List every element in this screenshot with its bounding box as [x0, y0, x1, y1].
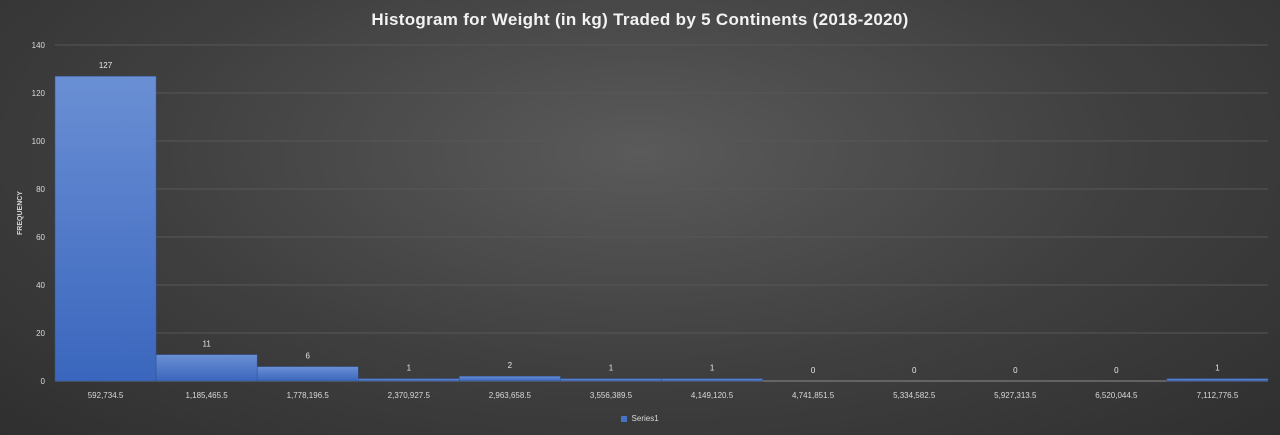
- histogram-bar: [661, 378, 763, 382]
- histogram-bar: [256, 366, 359, 382]
- x-tick-label: 1,778,196.5: [287, 391, 330, 400]
- y-tick-label: 80: [36, 185, 45, 194]
- x-axis-ticks: 592,734.5 1,185,465.5 1,778,196.5 2,370,927…: [88, 391, 1239, 400]
- y-axis-ticks: 0 20 40 60 80 100 120 140: [32, 41, 46, 386]
- x-tick-label: 5,334,582.5: [893, 391, 936, 400]
- bar-data-label: 11: [202, 340, 211, 349]
- y-axis-label: FREQUENCY: [17, 191, 24, 235]
- histogram-bar: [459, 375, 561, 382]
- y-tick-label: 100: [32, 137, 46, 146]
- bar-data-label: 0: [1013, 366, 1018, 375]
- bar-data-label: 1: [710, 364, 715, 373]
- y-tick-label: 20: [36, 329, 45, 338]
- chart-title: Histogram for Weight (in kg) Traded by 5…: [371, 10, 909, 29]
- x-tick-label: 6,520,044.5: [1095, 391, 1138, 400]
- gridlines: [55, 44, 1268, 382]
- x-tick-label: 2,963,658.5: [489, 391, 532, 400]
- bar-data-label: 127: [99, 61, 113, 70]
- legend-swatch: [621, 415, 628, 422]
- histogram-bar: [560, 378, 662, 382]
- x-tick-label: 592,734.5: [88, 391, 124, 400]
- y-tick-label: 120: [32, 89, 46, 98]
- bars: [54, 75, 1269, 382]
- bar-data-label: 1: [407, 364, 412, 373]
- x-tick-label: 7,112,776.5: [1197, 391, 1239, 400]
- bar-data-label: 0: [811, 366, 816, 375]
- y-tick-label: 0: [41, 377, 46, 386]
- legend-label: Series1: [631, 414, 659, 423]
- y-tick-label: 40: [36, 281, 45, 290]
- x-tick-label: 2,370,927.5: [388, 391, 431, 400]
- histogram-bar: [155, 354, 258, 382]
- x-tick-label: 4,741,851.5: [792, 391, 835, 400]
- bar-data-label: 6: [305, 352, 310, 361]
- bar-data-label: 0: [1114, 366, 1119, 375]
- x-tick-label: 1,185,465.5: [185, 391, 228, 400]
- histogram-bar: [54, 75, 157, 382]
- legend: Series1: [0, 414, 1280, 423]
- histogram-bar: [1166, 378, 1269, 382]
- x-tick-label: 5,927,313.5: [994, 391, 1037, 400]
- bar-data-label: 2: [508, 361, 513, 370]
- x-tick-label: 4,149,120.5: [691, 391, 734, 400]
- y-tick-label: 140: [32, 41, 46, 50]
- bar-data-label: 1: [1215, 364, 1220, 373]
- histogram-bar: [358, 378, 460, 382]
- bar-data-label: 1: [609, 364, 614, 373]
- x-tick-label: 3,556,389.5: [590, 391, 633, 400]
- bar-data-label: 0: [912, 366, 917, 375]
- y-tick-label: 60: [36, 233, 45, 242]
